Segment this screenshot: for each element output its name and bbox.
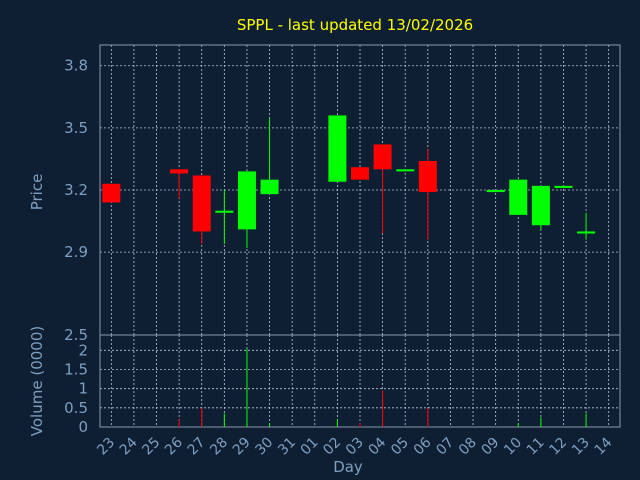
candle-body xyxy=(531,185,550,226)
x-tick-label: 04 xyxy=(366,434,390,458)
x-tick-label: 23 xyxy=(94,435,118,459)
candle-body xyxy=(577,231,596,234)
volume-axis-label: Volume (0000) xyxy=(28,326,46,436)
volume-bars xyxy=(178,348,587,427)
price-tick-label: 2.9 xyxy=(64,243,88,261)
x-tick-label: 03 xyxy=(343,435,367,459)
price-tick-label: 2.5 xyxy=(64,326,88,344)
price-axis-label: Price xyxy=(28,174,46,211)
candle-body xyxy=(486,190,505,193)
x-tick-label: 27 xyxy=(185,435,209,459)
volume-tick-label: 0 xyxy=(78,418,88,436)
x-tick-label: 07 xyxy=(433,435,457,459)
price-tick-label: 3.5 xyxy=(64,119,88,137)
x-tick-label: 30 xyxy=(252,435,276,459)
candle-body xyxy=(192,175,211,232)
volume-tick-label: 1.5 xyxy=(64,361,88,379)
x-tick-label: 26 xyxy=(162,434,186,458)
x-tick-label: 28 xyxy=(207,435,231,459)
volume-axis-ticks: 00.511.5 2 xyxy=(64,341,88,436)
x-tick-label: 24 xyxy=(117,434,141,458)
candle-body xyxy=(237,171,256,230)
candle-body xyxy=(396,169,415,172)
candle-body xyxy=(554,185,573,188)
x-tick-label: 25 xyxy=(139,435,163,459)
price-tick-label: 3.2 xyxy=(64,181,88,199)
candle-body xyxy=(170,169,189,174)
candle-body xyxy=(351,167,369,180)
volume-tick-label: 2 xyxy=(78,341,88,359)
x-tick-label: 13 xyxy=(569,435,593,459)
x-tick-label: 14 xyxy=(592,434,616,458)
x-tick-label: 01 xyxy=(298,435,322,459)
volume-grid xyxy=(100,335,620,427)
x-tick-label: 08 xyxy=(456,435,480,459)
candle-body xyxy=(418,161,437,193)
price-axis-ticks: 2.5 2.9 3.2 3.5 3.8 xyxy=(64,57,88,344)
volume-tick-label: 1 xyxy=(78,380,88,398)
x-tick-label: 12 xyxy=(546,435,570,459)
x-tick-label: 09 xyxy=(479,435,503,459)
candle-body xyxy=(102,183,121,203)
candle-body xyxy=(260,179,279,195)
chart-title: SPPL - last updated 13/02/2026 xyxy=(237,16,473,34)
volume-tick-label: 0.5 xyxy=(64,399,88,417)
candle-body xyxy=(328,115,347,182)
x-tick-label: 29 xyxy=(230,435,254,459)
x-tick-label: 05 xyxy=(388,435,412,459)
x-tick-label: 02 xyxy=(320,435,344,459)
x-tick-label: 31 xyxy=(275,435,299,459)
x-axis-label: Day xyxy=(333,458,363,476)
candle-body xyxy=(373,144,392,170)
price-tick-label: 3.8 xyxy=(64,57,88,75)
candle-body xyxy=(215,210,234,213)
x-tick-label: 11 xyxy=(524,435,548,459)
candles xyxy=(102,115,596,248)
x-tick-label: 06 xyxy=(411,434,435,458)
x-tick-label: 10 xyxy=(501,435,525,459)
candle-body xyxy=(509,179,528,215)
x-axis-ticks: 2324252627282930310102030405060708091011… xyxy=(94,434,615,458)
